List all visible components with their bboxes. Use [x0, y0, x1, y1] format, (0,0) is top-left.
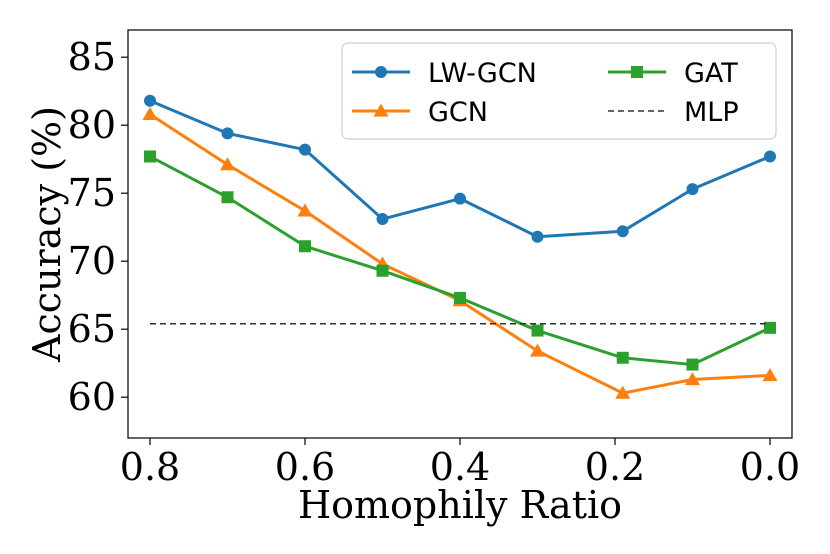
data-point-gat — [144, 150, 156, 163]
data-point-gat — [531, 324, 544, 337]
legend: LW-GCN GCN GAT MLP — [341, 42, 777, 140]
data-point-gcn — [685, 372, 700, 386]
legend-label-gat: GAT — [684, 58, 738, 89]
data-point-gat — [221, 191, 234, 204]
legend-label-gcn: GCN — [428, 97, 488, 128]
x-tick-label: 0.2 — [585, 445, 645, 489]
data-point-lw-gcn — [299, 143, 311, 156]
series-line-gat — [149, 155, 771, 367]
data-point-gcn — [220, 157, 235, 171]
data-point-gcn — [142, 106, 158, 120]
data-point-gat — [616, 351, 629, 364]
data-point-lw-gcn — [221, 127, 234, 140]
legend-label-lw-gcn: LW-GCN — [428, 58, 537, 89]
series-line-gcn — [149, 113, 771, 395]
data-point-lw-gcn — [531, 230, 544, 243]
y-tick-label: 65 — [68, 307, 116, 351]
y-axis: 60 65 70 75 80 85 — [68, 35, 128, 419]
y-tick-label: 80 — [68, 103, 116, 147]
plot-marks — [142, 94, 778, 399]
data-point-lw-gcn — [376, 213, 389, 226]
y-tick-label: 70 — [68, 239, 116, 283]
data-point-lw-gcn — [616, 225, 629, 238]
y-tick-label: 60 — [68, 375, 116, 419]
data-point-gcn — [530, 343, 545, 357]
data-point-gat — [454, 291, 466, 304]
legend-marker-gat — [631, 66, 643, 78]
x-tick-label: 0.4 — [430, 445, 490, 489]
legend-marker-gcn — [373, 103, 389, 117]
x-tick-label: 0.6 — [275, 445, 335, 489]
data-point-lw-gcn — [764, 150, 776, 163]
data-point-lw-gcn — [144, 94, 156, 107]
data-point-gcn — [615, 385, 631, 399]
data-point-gat — [376, 264, 389, 277]
legend-box — [341, 42, 777, 140]
legend-marker-lw-gcn — [375, 66, 387, 78]
data-point-gcn — [762, 367, 778, 382]
data-point-gcn — [297, 203, 313, 217]
y-tick-label: 85 — [68, 35, 116, 79]
data-point-gat — [686, 358, 699, 371]
data-point-lw-gcn — [454, 192, 466, 205]
x-tick-label: 0.0 — [740, 445, 800, 489]
y-axis-title: Accuracy (%) — [25, 106, 69, 363]
y-tick-label: 75 — [68, 171, 116, 215]
x-tick-label: 0.8 — [120, 445, 180, 489]
data-point-gat — [299, 240, 311, 253]
data-point-gat — [764, 321, 776, 334]
legend-label-mlp: MLP — [684, 97, 739, 128]
x-axis: 0.8 0.6 0.4 0.2 0.0 — [120, 438, 800, 489]
x-axis-title: Homophily Ratio — [298, 483, 622, 527]
data-point-lw-gcn — [686, 183, 699, 196]
